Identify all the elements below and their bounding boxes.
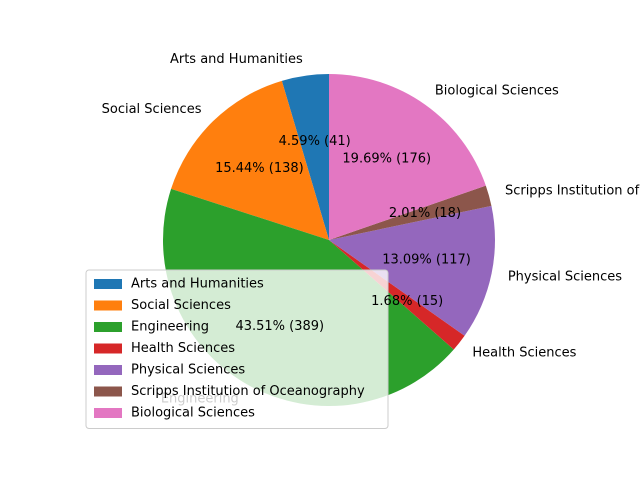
legend-swatch-engineering (94, 322, 122, 332)
pie-slice-social-sciences (171, 80, 329, 240)
pie-slice-biological-sciences (329, 74, 486, 240)
legend-label-arts-and-humanities: Arts and Humanities (131, 277, 264, 292)
pie-slice-physical-sciences (329, 205, 495, 336)
legend-swatch-arts-and-humanities (94, 279, 122, 289)
legend-swatch-biological-sciences (94, 408, 122, 418)
legend-label-social-sciences: Social Sciences (131, 298, 231, 313)
slice-label-social-sciences: Social Sciences (102, 102, 202, 117)
legend-swatch-health-sciences (94, 343, 122, 354)
legend: Arts and Humanities Social Sciences Engine… (85, 269, 389, 429)
legend-frame (85, 269, 389, 429)
percent-label-scripps-institution-of-oceanography: 2.01% (18) (389, 206, 461, 221)
legend-label-health-sciences: Health Sciences (131, 341, 235, 356)
percent-label-social-sciences: 15.44% (138) (215, 161, 304, 176)
percent-label-biological-sciences: 19.69% (176) (342, 151, 431, 166)
percent-label-engineering: 43.51% (389) (235, 319, 324, 334)
percent-label-health-sciences: 1.68% (15) (371, 294, 443, 309)
pie-slice-health-sciences (329, 240, 465, 350)
slice-label-health-sciences: Health Sciences (472, 346, 576, 361)
percent-labels: 4.59% (41) 15.44% (138) 43.51% (389) 1.68% … (215, 134, 471, 334)
legend-items: Arts and Humanities Social Sciences Engine… (94, 277, 365, 421)
legend-swatch-social-sciences (94, 300, 122, 311)
percent-label-arts-and-humanities: 4.59% (41) (279, 134, 351, 149)
percent-label-physical-sciences: 13.09% (117) (382, 253, 471, 268)
slice-label-arts-and-humanities: Arts and Humanities (170, 52, 303, 67)
slice-label-scripps-institution-of-oceanography: Scripps Institution of Oceanography (505, 184, 640, 199)
legend-label-engineering: Engineering (131, 320, 209, 335)
legend-swatch-scripps-institution-of-oceanography (94, 386, 122, 397)
legend-label-biological-sciences: Biological Sciences (131, 406, 255, 421)
legend-label-physical-sciences: Physical Sciences (131, 363, 245, 378)
legend-swatch-physical-sciences (94, 365, 122, 375)
pie-slice-scripps-institution-of-oceanography (329, 185, 492, 240)
slice-label-biological-sciences: Biological Sciences (435, 84, 559, 99)
pie-slice-arts-and-humanities (281, 74, 329, 240)
slice-label-physical-sciences: Physical Sciences (508, 269, 622, 284)
legend-label-scripps-institution-of-oceanography: Scripps Institution of Oceanography (131, 384, 365, 399)
